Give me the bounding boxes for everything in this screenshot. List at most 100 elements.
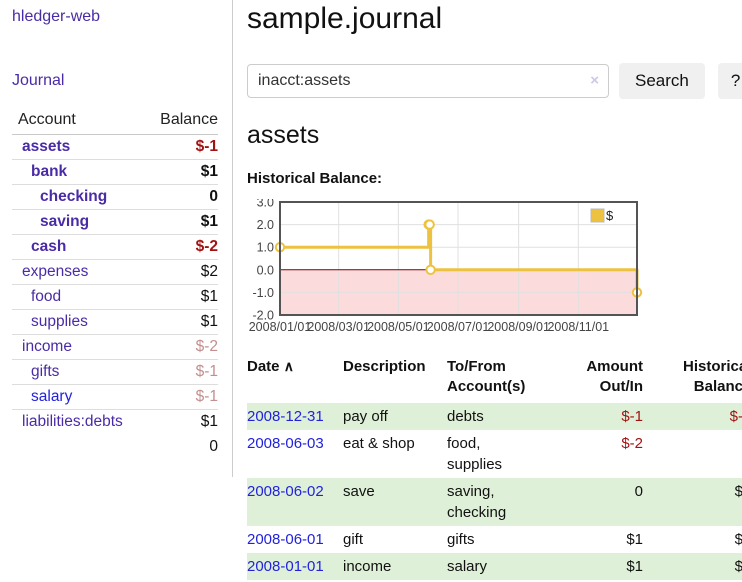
search-button[interactable]: Search — [619, 63, 705, 99]
sidebar-account-link[interactable]: saving — [40, 213, 90, 230]
legend-swatch — [590, 208, 605, 223]
register-header-row: Date ∧ Description To/From Account(s) Am… — [247, 355, 742, 403]
account-row: gifts $-1 — [12, 359, 218, 385]
register-table: Date ∧ Description To/From Account(s) Am… — [247, 355, 742, 580]
sidebar-account-link[interactable]: supplies — [31, 313, 88, 330]
balance-chart-svg: $3.0 2.0 1.0 0.0 -1.0 -2.02008/01/012008/03/0… — [249, 199, 643, 333]
sidebar-account-link[interactable]: bank — [31, 163, 68, 180]
sidebar-account-balance: $-2 — [147, 334, 218, 360]
register-cell-accounts: saving, checking — [447, 477, 549, 526]
sidebar-account-link[interactable]: cash — [31, 238, 67, 255]
sidebar-account-balance: $1 — [147, 209, 218, 235]
sidebar-account-balance: $-1 — [195, 138, 218, 155]
transaction-date-link[interactable]: 2008-06-01 — [247, 530, 324, 548]
search-form: × Search ? — [247, 63, 742, 99]
search-input-wrap: × — [247, 64, 609, 98]
register-cell-date: 2008-06-01 — [247, 526, 343, 553]
register-cell-description: pay off — [343, 402, 447, 430]
register-cell-amount: $-2 — [621, 434, 643, 452]
register-cell-balance: $2 — [734, 530, 742, 548]
sidebar-account-balance: $2 — [147, 259, 218, 285]
register-cell-description: gift — [343, 530, 364, 548]
accounts-rows: assets $-1 bank $1 checking 0 saving $1 cash $-2 e… — [12, 135, 218, 434]
register-cell-accounts: gifts — [447, 530, 475, 548]
account-row: expenses $2 — [12, 259, 218, 285]
register-cell-balance: $1 — [645, 552, 742, 580]
accounts-header-account: Account — [12, 108, 148, 135]
account-title: assets — [247, 121, 320, 149]
sidebar-account-balance: $-1 — [147, 384, 218, 410]
account-row: bank $1 — [12, 159, 218, 185]
register-header-balance: Historical Balance — [682, 358, 742, 396]
transaction-date-link[interactable]: 2008-06-02 — [247, 482, 324, 500]
register-cell-amount: $-1 — [549, 402, 645, 430]
sidebar-account-link[interactable]: expenses — [22, 263, 89, 280]
account-row: saving $1 — [12, 209, 218, 235]
accounts-total-value: 0 — [209, 438, 218, 455]
sidebar-account-link[interactable]: income — [22, 338, 72, 355]
legend-label: $ — [606, 208, 614, 223]
register-cell-accounts: salary — [447, 552, 549, 580]
sidebar-account-balance: $1 — [147, 409, 218, 434]
data-point-marker — [424, 219, 435, 230]
brand-link[interactable]: hledger-web — [12, 8, 101, 25]
sidebar-account-link[interactable]: checking — [40, 188, 108, 205]
clear-search-icon[interactable]: × — [590, 72, 599, 89]
register-cell-date: 2008-12-31 — [247, 402, 343, 430]
sidebar-account-link[interactable]: salary — [31, 388, 73, 405]
transaction-date-link[interactable]: 2008-12-31 — [247, 407, 324, 425]
register-cell-amount: $1 — [626, 530, 643, 548]
register-row: 2008-06-03 eat & shop food, supplies $-20 — [247, 430, 742, 478]
x-axis-tick-label: 2008/11/01 — [547, 320, 609, 333]
y-axis-tick-label: -2.0 — [252, 309, 274, 323]
x-axis-tick-label: 2008/01/01 — [249, 320, 312, 333]
chart-label: Historical Balance: — [247, 170, 383, 187]
sidebar-account-balance: $-2 — [147, 234, 218, 260]
x-axis-tick-label: 2008/09/01 — [487, 320, 550, 333]
register-cell-amount: 0 — [549, 477, 645, 526]
register-cell-description: save — [343, 477, 447, 526]
y-axis-tick-label: 0.0 — [257, 263, 274, 277]
register-cell-description: eat & shop — [343, 434, 415, 452]
register-cell-date: 2008-06-02 — [247, 477, 343, 526]
register-header-accounts: To/From Account(s) — [447, 358, 526, 396]
sidebar-account-link[interactable]: assets — [22, 138, 71, 155]
register-cell-balance: $-1 — [645, 402, 742, 430]
register-cell-accounts: debts — [447, 402, 549, 430]
main-content: sample.journal × Search ? assets Histori… — [233, 0, 742, 580]
accounts-total-row: 0 — [12, 434, 218, 459]
register-cell-amount: $1 — [549, 552, 645, 580]
register-row: 2008-06-01 gift gifts $1 $2 — [247, 526, 742, 553]
sidebar-item-journal[interactable]: Journal — [12, 72, 65, 89]
help-button[interactable]: ? — [717, 63, 742, 99]
transaction-date-link[interactable]: 2008-06-03 — [247, 434, 324, 452]
account-row: supplies $1 — [12, 309, 218, 335]
sidebar-account-link[interactable]: gifts — [31, 363, 60, 380]
account-row: cash $-2 — [12, 234, 218, 260]
search-input[interactable] — [247, 64, 609, 98]
page-title: sample.journal — [247, 2, 443, 35]
sidebar-account-link[interactable]: liabilities:debts — [22, 413, 123, 430]
plot-border — [279, 201, 638, 316]
sidebar: hledger-web Journal Account Balance asse… — [0, 0, 233, 477]
register-cell-description: income — [343, 552, 447, 580]
y-axis-tick-label: 3.0 — [257, 199, 274, 210]
sidebar-account-link[interactable]: food — [31, 288, 62, 305]
register-header-amount: Amount Out/In — [586, 358, 643, 396]
sidebar-account-balance: $1 — [147, 309, 218, 335]
register-cell-balance: 0 — [645, 430, 742, 478]
account-row: checking 0 — [12, 184, 218, 210]
accounts-header-balance: Balance — [147, 108, 218, 135]
sidebar-account-balance: $1 — [147, 284, 218, 310]
register-header-date[interactable]: Date ∧ — [247, 358, 294, 375]
account-row: food $1 — [12, 284, 218, 310]
sidebar-account-balance: 0 — [147, 184, 218, 210]
register-header-description: Description — [343, 358, 426, 375]
transaction-date-link[interactable]: 2008-01-01 — [247, 557, 324, 575]
register-cell-accounts: food, supplies — [447, 434, 503, 473]
sidebar-account-balance: $-1 — [147, 359, 218, 385]
account-row: liabilities:debts $1 — [12, 409, 218, 434]
